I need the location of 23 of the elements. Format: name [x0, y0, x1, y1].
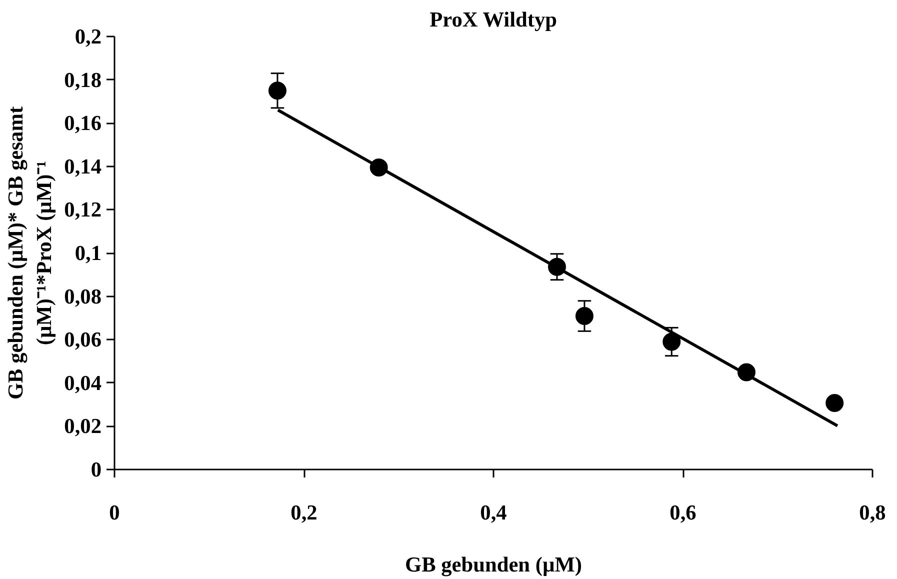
y-tick-label: 0 — [90, 458, 102, 482]
point — [575, 307, 594, 325]
y-tick-label: 0,14 — [64, 154, 102, 178]
y-tick-label: 0,08 — [64, 284, 102, 308]
y-tick-label: 0,06 — [64, 328, 102, 352]
y-tick-label: 0,2 — [74, 24, 102, 48]
chart-title: ProX Wildtyp — [430, 8, 558, 32]
y-tick-label: 0,02 — [64, 414, 102, 438]
y-axis-title: GB gebunden (µM)* GB gesamt (µM)⁻¹*ProX (µM)⁻¹ — [3, 106, 56, 400]
point — [826, 394, 844, 412]
x-tick-label: 0,4 — [480, 500, 508, 524]
y-tick-label: 0,18 — [64, 68, 102, 92]
point — [662, 332, 681, 351]
x-tick-label: 0,6 — [670, 500, 697, 524]
y-tick-label: 0,16 — [64, 111, 102, 136]
x-tick-label: 0,2 — [290, 500, 318, 524]
x-axis-title: GB gebunden (µM) — [404, 552, 582, 576]
y-tick-label: 0,04 — [64, 370, 102, 395]
x-tick-label: 0 — [109, 500, 120, 524]
x-tick-label: 0,8 — [859, 500, 886, 524]
y-tick-label: 0,1 — [74, 241, 102, 265]
y-tick-label: 0,12 — [64, 198, 102, 222]
point — [268, 82, 286, 100]
